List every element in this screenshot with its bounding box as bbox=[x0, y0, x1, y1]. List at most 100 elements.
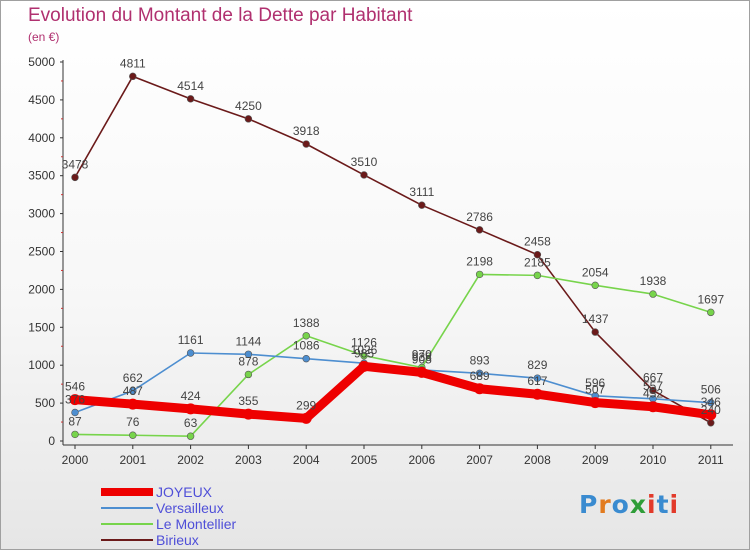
data-label: 4250 bbox=[235, 99, 262, 113]
data-point bbox=[186, 95, 195, 103]
data-point bbox=[707, 419, 715, 427]
data-point bbox=[302, 332, 310, 340]
data-label: 938 bbox=[412, 350, 432, 364]
logo-letter: i bbox=[669, 490, 680, 519]
x-tick-label: 2011 bbox=[698, 453, 724, 467]
data-label: 689 bbox=[470, 369, 490, 383]
y-tick-label: 2500 bbox=[28, 245, 55, 259]
data-label: 346 bbox=[701, 395, 721, 409]
data-point bbox=[127, 398, 139, 410]
data-label: 299 bbox=[296, 398, 316, 412]
data-label: 2458 bbox=[524, 235, 551, 249]
data-label: 1388 bbox=[293, 316, 320, 330]
data-label: 970 bbox=[412, 347, 432, 361]
chart-data-labels: 546 487 424 355 299 985 905 689 617 507 452 346 376 6… bbox=[62, 56, 725, 430]
data-label: 452 bbox=[643, 387, 663, 401]
chart-subtitle: (en €) bbox=[28, 30, 60, 44]
x-tick-label: 2009 bbox=[582, 453, 609, 467]
data-label: 4811 bbox=[120, 56, 146, 70]
y-tick-label: 500 bbox=[35, 396, 55, 410]
logo-letter: P bbox=[579, 490, 599, 519]
data-label: 893 bbox=[470, 353, 490, 367]
y-tick-label: 0 bbox=[48, 434, 55, 448]
data-label: 3510 bbox=[351, 155, 378, 169]
legend-swatch bbox=[101, 488, 153, 496]
data-label: 2786 bbox=[466, 210, 493, 224]
data-label: 1086 bbox=[293, 339, 320, 353]
logo-letter: o bbox=[611, 490, 630, 519]
data-point bbox=[244, 350, 253, 358]
data-label: 1026 bbox=[351, 343, 378, 357]
data-point bbox=[649, 386, 657, 395]
logo-letter: i bbox=[647, 490, 657, 519]
data-point bbox=[186, 432, 195, 440]
x-tick-label: 2003 bbox=[235, 453, 262, 467]
data-point bbox=[475, 369, 484, 378]
data-point bbox=[531, 388, 543, 400]
data-label: 240 bbox=[701, 403, 721, 417]
x-tick-label: 2008 bbox=[524, 453, 551, 467]
x-tick-label: 2007 bbox=[466, 453, 493, 467]
data-label: 487 bbox=[123, 384, 143, 398]
data-label: 1144 bbox=[235, 334, 261, 348]
data-label: 1161 bbox=[178, 333, 204, 347]
data-point bbox=[591, 281, 599, 290]
legend-label: Le Montellier bbox=[156, 516, 237, 532]
data-point bbox=[475, 270, 484, 279]
data-label: 506 bbox=[701, 383, 721, 397]
data-point bbox=[129, 72, 137, 81]
data-point bbox=[475, 226, 484, 234]
series-line-joyeux bbox=[70, 361, 716, 423]
data-label: 2054 bbox=[582, 265, 609, 279]
data-label: 376 bbox=[65, 392, 85, 406]
data-label: 2198 bbox=[466, 254, 493, 268]
legend-label: Versailleux bbox=[156, 500, 224, 516]
data-point bbox=[300, 412, 312, 424]
chart-axes: 0 500 1000 1500 2000 2500 3000 3500 4000 4500 5000… bbox=[28, 55, 733, 467]
data-point bbox=[474, 383, 486, 395]
legend-swatch bbox=[101, 539, 153, 541]
series-line-birieux bbox=[74, 75, 712, 424]
y-tick-label: 2000 bbox=[28, 282, 55, 296]
x-tick-label: 2004 bbox=[293, 453, 320, 467]
data-point bbox=[533, 271, 542, 280]
data-point bbox=[244, 370, 253, 379]
data-point bbox=[244, 115, 253, 123]
y-tick-label: 1000 bbox=[28, 358, 55, 372]
data-label: 905 bbox=[412, 352, 432, 366]
data-label: 1697 bbox=[697, 292, 724, 306]
x-tick-label: 2001 bbox=[119, 453, 146, 467]
data-point bbox=[360, 351, 368, 360]
data-label: 507 bbox=[585, 383, 605, 397]
logo-letter: t bbox=[656, 490, 670, 519]
chart-title: Evolution du Montant de la Dette par Hab… bbox=[28, 5, 413, 26]
legend-swatch bbox=[101, 523, 153, 525]
data-point bbox=[533, 250, 542, 259]
data-label: 985 bbox=[354, 346, 374, 360]
x-tick-label: 2010 bbox=[640, 453, 667, 467]
data-label: 596 bbox=[585, 376, 605, 390]
data-label: 355 bbox=[238, 394, 258, 408]
data-point bbox=[707, 398, 715, 407]
data-point bbox=[707, 308, 715, 317]
chart-series-lines bbox=[70, 75, 716, 438]
data-label: 3111 bbox=[409, 185, 434, 199]
legend-label: JOYEUX bbox=[156, 484, 213, 500]
y-tick-label: 4000 bbox=[28, 131, 55, 145]
data-label: 4514 bbox=[177, 79, 204, 93]
y-tick-label: 5000 bbox=[28, 55, 55, 69]
data-label: 662 bbox=[123, 371, 143, 385]
data-label: 3918 bbox=[293, 124, 320, 138]
logo-letter: r bbox=[598, 490, 612, 519]
data-label: 1126 bbox=[351, 336, 377, 350]
y-tick-label: 3500 bbox=[28, 169, 55, 183]
data-point bbox=[418, 201, 426, 209]
data-label: 63 bbox=[184, 416, 198, 430]
data-label: 617 bbox=[527, 374, 547, 388]
data-label: 667 bbox=[643, 370, 663, 384]
data-point bbox=[591, 328, 599, 336]
x-tick-label: 2000 bbox=[62, 453, 89, 467]
data-label: 1437 bbox=[582, 312, 609, 326]
